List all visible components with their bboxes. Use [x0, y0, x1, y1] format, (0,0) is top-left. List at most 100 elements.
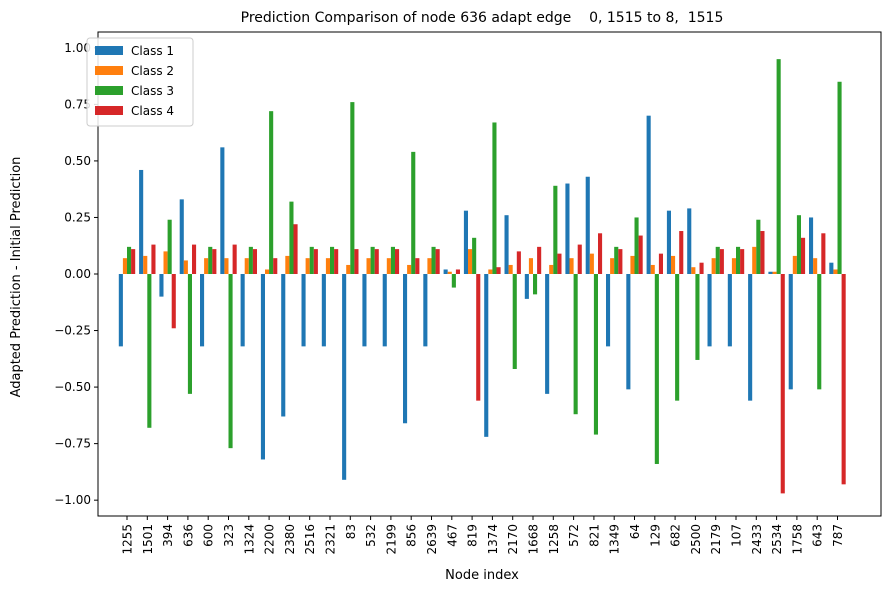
bar-2-1349 [610, 258, 615, 274]
bar-3-532 [370, 246, 375, 274]
bar-1-1255 [118, 274, 123, 347]
bar-3-2199 [390, 246, 395, 274]
x-tick-label: 2500 [689, 524, 703, 555]
x-tick-label: 83 [344, 524, 358, 539]
bar-3-1349 [614, 246, 619, 274]
bar-4-2199 [395, 249, 400, 274]
bar-4-636 [192, 244, 197, 274]
bar-2-532 [366, 258, 371, 274]
series-1 [118, 115, 834, 480]
x-tick-label: 64 [628, 524, 642, 539]
x-tick-label: 1374 [486, 524, 500, 555]
bar-4-787 [841, 274, 846, 485]
bar-4-323 [232, 244, 237, 274]
bar-4-1349 [618, 249, 623, 274]
bar-2-2516 [305, 258, 310, 274]
bar-3-394 [167, 219, 172, 274]
bar-4-1501 [151, 244, 156, 274]
bar-4-572 [577, 244, 582, 274]
bar-1-2639 [423, 274, 428, 347]
bar-2-682 [671, 255, 676, 274]
x-tick-label: 1258 [547, 524, 561, 555]
bar-2-1758 [792, 255, 797, 274]
bar-2-643 [813, 258, 818, 274]
legend-label: Class 4 [131, 104, 174, 118]
bar-2-467 [447, 271, 452, 274]
bar-3-819 [472, 237, 477, 274]
x-tick-label: 2200 [263, 524, 277, 555]
bar-1-1758 [788, 274, 793, 390]
bar-3-64 [634, 217, 639, 274]
bar-2-2199 [386, 258, 391, 274]
bar-3-2321 [330, 246, 335, 274]
bar-1-2199 [382, 274, 387, 347]
x-tick-label: 2179 [709, 524, 723, 555]
bar-1-856 [403, 274, 408, 424]
bar-4-2433 [760, 231, 765, 274]
x-tick-label: 1758 [790, 524, 804, 555]
bar-4-643 [821, 233, 826, 274]
legend-swatch [95, 106, 123, 115]
bar-4-819 [476, 274, 481, 401]
bar-4-64 [638, 235, 643, 274]
bar-4-394 [171, 274, 176, 329]
chart-title: Prediction Comparison of node 636 adapt … [241, 10, 724, 26]
x-tick-label: 2380 [283, 524, 297, 555]
bar-1-2200 [260, 274, 265, 460]
bar-4-1324 [252, 249, 257, 274]
bar-1-2380 [281, 274, 286, 417]
bar-3-1501 [147, 274, 152, 428]
y-tick-label: −0.50 [54, 380, 91, 394]
bar-1-682 [666, 210, 671, 274]
bar-1-107 [727, 274, 732, 347]
bar-2-107 [731, 258, 736, 274]
bar-1-1258 [545, 274, 550, 394]
bar-4-532 [374, 249, 379, 274]
bar-3-83 [350, 102, 355, 274]
bar-2-600 [204, 258, 209, 274]
legend-label: Class 3 [131, 84, 174, 98]
bar-1-129 [646, 115, 651, 275]
y-tick-label: 0.00 [64, 267, 91, 281]
bar-3-1324 [248, 246, 253, 274]
bar-4-1758 [801, 237, 806, 274]
bar-4-682 [679, 231, 684, 274]
legend-label: Class 1 [131, 44, 174, 58]
bar-2-1374 [488, 269, 493, 274]
x-tick-label: 1501 [141, 524, 155, 555]
y-tick-label: 0.75 [64, 97, 91, 111]
bar-2-2170 [508, 264, 513, 274]
bar-3-600 [208, 246, 213, 274]
bar-3-2639 [431, 246, 436, 274]
bar-2-2433 [752, 246, 757, 274]
bar-3-467 [451, 274, 456, 288]
bar-3-2433 [756, 219, 761, 274]
x-tick-label: 2321 [324, 524, 338, 555]
x-tick-label: 2534 [770, 524, 784, 555]
bar-4-1258 [557, 253, 562, 274]
bar-2-787 [833, 269, 838, 274]
y-tick-label: 0.25 [64, 210, 91, 224]
legend-swatch [95, 66, 123, 75]
bar-3-107 [736, 246, 741, 274]
bars [118, 59, 846, 494]
x-tick-label: 394 [161, 524, 175, 547]
x-tick-label: 600 [202, 524, 216, 547]
bar-1-2321 [321, 274, 326, 347]
x-tick-label: 1668 [527, 524, 541, 555]
bar-3-2179 [715, 246, 720, 274]
x-tick-label: 636 [181, 524, 195, 547]
bar-3-1255 [127, 246, 132, 274]
bar-4-1255 [131, 249, 136, 274]
bar-2-2639 [427, 258, 432, 274]
legend-swatch [95, 86, 123, 95]
bar-2-129 [650, 264, 655, 274]
bar-4-2534 [780, 274, 785, 494]
bar-4-2380 [293, 224, 298, 274]
x-tick-label: 532 [364, 524, 378, 547]
x-tick-label: 643 [811, 524, 825, 547]
bar-1-572 [565, 183, 570, 274]
x-tick-label: 572 [567, 524, 581, 547]
y-tick-label: 1.00 [64, 41, 91, 55]
bar-2-636 [183, 260, 188, 274]
